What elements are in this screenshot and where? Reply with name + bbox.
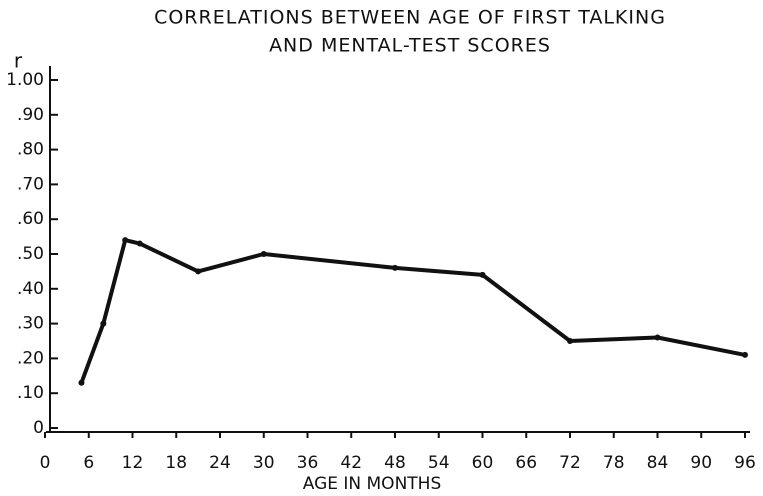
data-point	[654, 334, 661, 341]
data-point	[479, 271, 486, 278]
y-tick-label: .60	[17, 209, 44, 229]
data-point	[260, 251, 267, 257]
y-tick-label: .30	[17, 314, 44, 334]
x-tick-label: 42	[340, 453, 362, 473]
x-tick-label: 30	[253, 453, 275, 473]
x-tick-label: 78	[603, 453, 625, 473]
chart-subtitle: AND MENTAL-TEST SCORES	[269, 35, 551, 57]
x-tick-label: 54	[428, 453, 450, 473]
chart-title: CORRELATIONS BETWEEN AGE OF FIRST TALKIN…	[154, 7, 666, 29]
data-point	[742, 351, 748, 358]
data-point	[100, 320, 107, 327]
x-tick-label: 90	[690, 453, 712, 473]
y-tick-label: .80	[17, 140, 44, 160]
x-tick-label: 36	[297, 453, 319, 473]
data-point	[567, 338, 573, 344]
data-line	[79, 238, 747, 385]
x-tick-label: 96	[734, 453, 756, 473]
y-tick-label: 1.00	[6, 70, 44, 90]
y-tick-label: .90	[17, 105, 44, 125]
x-tick-label: 72	[559, 453, 581, 473]
x-axis-label: AGE IN MONTHS	[303, 474, 442, 494]
data-point	[392, 264, 398, 271]
data-point	[122, 237, 129, 244]
y-tick-label: .70	[17, 174, 44, 194]
x-tick-label: 6	[83, 453, 94, 473]
x-tick-label: 60	[472, 453, 494, 473]
x-tick-label: 24	[209, 453, 231, 473]
y-tick-label: .40	[17, 279, 44, 299]
y-tick-label: 0	[33, 418, 44, 438]
data-point	[78, 379, 85, 386]
x-tick-label: 18	[165, 453, 187, 473]
data-point	[195, 268, 202, 275]
x-tick-label: 0	[40, 453, 51, 473]
x-tick-label: 12	[122, 453, 144, 473]
x-tick-label: 48	[384, 453, 406, 473]
data-point	[136, 240, 143, 247]
y-axis-label: r	[14, 49, 23, 73]
y-tick-label: .20	[17, 348, 44, 368]
x-tick-label: 84	[647, 453, 669, 473]
y-tick-label: .50	[17, 244, 44, 264]
y-tick-label: .10	[17, 383, 44, 403]
x-tick-label: 66	[515, 453, 537, 473]
